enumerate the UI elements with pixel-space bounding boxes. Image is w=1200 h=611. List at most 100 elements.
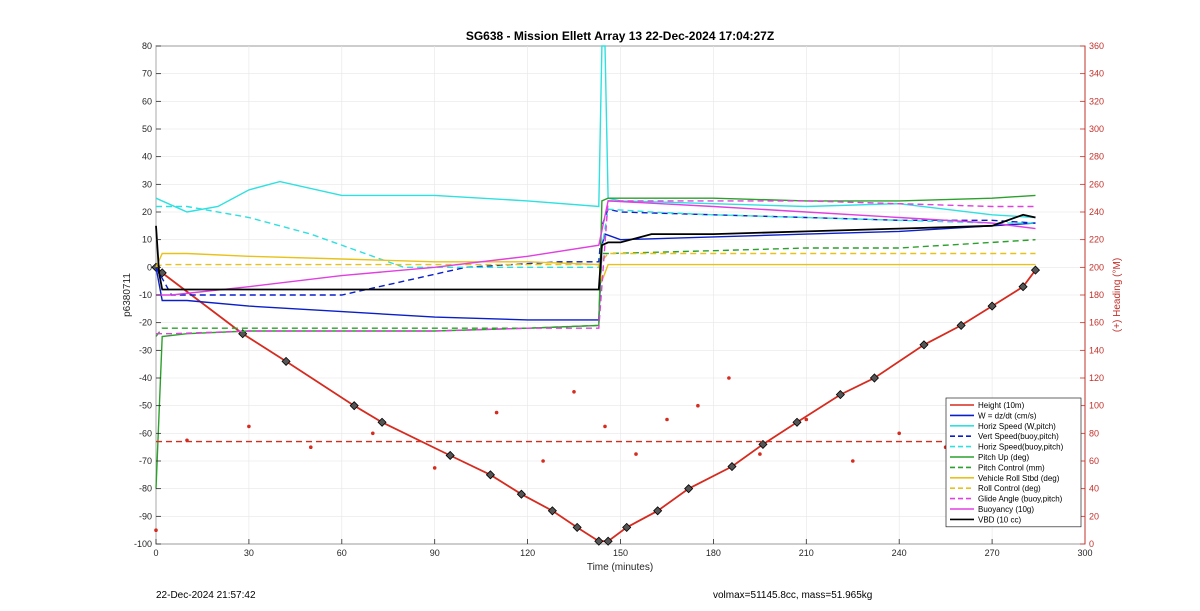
y-tick-label: -30: [139, 345, 152, 355]
y2-tick-label: 120: [1089, 373, 1104, 383]
series-line-2: [155, 45, 1036, 219]
x-tick-label: 60: [337, 548, 347, 558]
height-marker: [516, 489, 526, 499]
heading-point: [432, 466, 437, 470]
legend-label: Horiz Speed(buoy,pitch): [978, 443, 1064, 452]
y-tick-label: -100: [134, 539, 152, 549]
y-tick-label: 30: [142, 179, 152, 189]
height-marker: [485, 470, 496, 480]
y2-tick-label: 100: [1089, 401, 1104, 411]
height-marker: [653, 506, 663, 516]
y2-tick-label: 0: [1089, 539, 1094, 549]
legend-label: Pitch Control (mm): [978, 463, 1045, 472]
x-tick-label: 210: [799, 548, 814, 558]
heading-point: [309, 445, 313, 450]
y-axis-label: p6380711: [122, 273, 133, 317]
height-marker: [869, 373, 879, 383]
x-tick-label: 240: [892, 548, 907, 558]
series-group: [151, 45, 1041, 546]
x-tick-label: 300: [1077, 548, 1092, 558]
y-tick-label: -70: [139, 456, 152, 466]
heading-point: [727, 376, 731, 380]
y-tick-label: 0: [147, 262, 152, 272]
y2-tick-label: 320: [1089, 96, 1104, 106]
series-line-6: [155, 239, 1036, 337]
x-tick-label: 150: [613, 548, 628, 558]
y2-tick-label: 40: [1089, 484, 1099, 494]
heading-point: [494, 410, 499, 415]
height-marker: [792, 417, 802, 427]
y2-tick-label: 240: [1089, 207, 1104, 217]
series-line-9: [156, 200, 1036, 335]
y-tick-label: -90: [139, 511, 152, 521]
heading-point: [371, 431, 375, 436]
series-line-0: [155, 266, 1037, 543]
legend-label: VBD (10 cc): [978, 515, 1021, 524]
y2-tick-label: 200: [1089, 262, 1104, 272]
y2-axis-label: (+) Heading (°M): [1112, 258, 1123, 332]
height-marker: [919, 340, 929, 350]
series-line-11: [155, 213, 1036, 291]
chart-title: SG638 - Mission Ellett Array 13 22-Dec-2…: [466, 29, 774, 43]
y2-tick-label: 300: [1089, 124, 1104, 134]
y2-tick-label: 140: [1089, 345, 1104, 355]
x-tick-label: 90: [430, 548, 440, 558]
legend-label: W = dz/dt (cm/s): [978, 411, 1037, 420]
y-tick-label: -80: [139, 484, 152, 494]
y-tick-label: 40: [142, 152, 152, 162]
heading-point: [634, 452, 638, 456]
y2-tick-label: 260: [1089, 179, 1104, 189]
heading-point: [758, 452, 762, 456]
y2-tick-label: 180: [1089, 290, 1104, 300]
y-tick-label: 20: [142, 207, 152, 217]
height-marker: [594, 536, 604, 546]
y-tick-label: 60: [142, 96, 152, 106]
heading-point: [603, 424, 607, 429]
axes: 0 30 60 90 120 150 180 210 240 270 300 -100 -90 -80 -7…: [134, 41, 1104, 558]
x-tick-label: 120: [520, 548, 535, 558]
legend-label: Vert Speed(buoy,pitch): [978, 432, 1059, 441]
height-marker: [445, 450, 455, 461]
footer-timestamp: 22-Dec-2024 21:57:42: [156, 590, 256, 601]
height-marker: [349, 401, 359, 411]
height-marker: [956, 320, 966, 330]
heading-point: [696, 403, 700, 408]
heading-point: [804, 417, 809, 422]
y-tick-label: 70: [142, 69, 152, 79]
height-marker: [547, 506, 557, 516]
y-tick-label: -60: [139, 428, 152, 438]
legend-box: [945, 397, 1082, 528]
footer-vehicle-info: volmax=51145.8cc, mass=51.965kg: [713, 590, 873, 601]
legend-label: Roll Control (deg): [978, 484, 1041, 493]
y2-tick-label: 80: [1089, 428, 1099, 438]
heading-point: [541, 459, 545, 463]
y2-tick-label: 60: [1089, 456, 1099, 466]
y-tick-label: -50: [139, 401, 152, 411]
y2-tick-label: 160: [1089, 318, 1104, 328]
x-tick-label: 270: [985, 548, 1000, 558]
height-marker: [377, 417, 387, 427]
y-tick-label: -40: [139, 373, 152, 383]
height-marker: [684, 484, 694, 494]
height-marker: [987, 301, 997, 311]
height-marker: [603, 536, 613, 546]
y2-tick-label: 340: [1089, 69, 1104, 79]
heading-point: [247, 424, 251, 429]
y2-tick-label: 20: [1089, 511, 1099, 521]
legend-label: Horiz Speed (W,pitch): [978, 422, 1056, 431]
height-marker: [727, 461, 737, 472]
series-line-10: [156, 200, 1036, 296]
y-tick-label: -20: [139, 318, 152, 328]
legend-label: Vehicle Roll Stbd (deg): [978, 474, 1060, 483]
legend-label: Pitch Up (deg): [978, 453, 1029, 462]
legend-label: Buoyancy (10g): [978, 505, 1034, 514]
height-marker: [1018, 282, 1028, 292]
y2-tick-label: 220: [1089, 235, 1104, 245]
heading-point: [897, 431, 901, 436]
y-tick-label: 80: [142, 41, 152, 51]
height-marker: [157, 268, 167, 278]
x-tick-label: 180: [706, 548, 721, 558]
height-marker: [1030, 265, 1041, 275]
height-marker: [572, 522, 582, 532]
